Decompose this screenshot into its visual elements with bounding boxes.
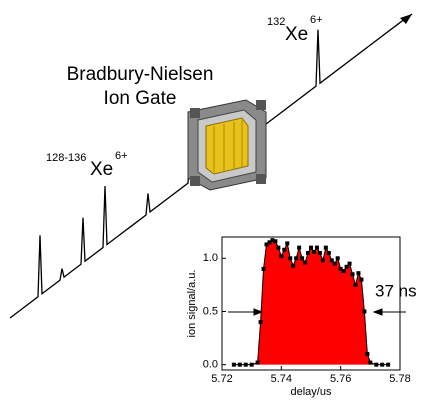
x-tick-label: 5.74 — [271, 373, 292, 385]
x-tick-label: 5.72 — [211, 373, 232, 385]
data-point — [244, 363, 248, 367]
data-point — [318, 251, 322, 255]
y-axis-label: ion signal/a.u. — [186, 270, 198, 338]
data-point — [297, 246, 301, 250]
data-point — [348, 262, 352, 266]
ion-gate-image — [188, 100, 266, 190]
data-point — [333, 262, 337, 266]
data-point — [321, 258, 325, 262]
data-point — [282, 248, 286, 252]
data-point — [327, 251, 331, 255]
ion-mass: 128-136 — [46, 152, 86, 164]
y-tick-label: 0.0 — [203, 359, 218, 371]
x-axis-label: delay/us — [291, 386, 332, 398]
data-point — [309, 246, 313, 250]
data-point — [312, 250, 316, 254]
data-point — [324, 246, 328, 250]
data-point — [306, 251, 310, 255]
data-point — [368, 361, 372, 365]
width-annotation: 37 ns — [375, 281, 417, 300]
figure: 132 Xe 6+ Bradbury-Nielsen Ion Gate 128-… — [0, 0, 426, 401]
data-point — [359, 278, 363, 282]
data-point — [276, 246, 280, 250]
data-point — [354, 283, 358, 287]
data-point — [386, 363, 390, 367]
data-point — [232, 363, 236, 367]
gate-label: Ion Gate — [104, 88, 177, 109]
data-point — [294, 256, 298, 260]
data-point — [336, 256, 340, 260]
gate-label: Bradbury-Nielsen — [67, 64, 214, 85]
data-point — [238, 363, 242, 367]
ion-element: Xe — [90, 159, 113, 180]
data-point — [380, 363, 384, 367]
data-point — [365, 352, 369, 356]
y-tick-label: 1.0 — [203, 252, 218, 264]
data-point — [374, 363, 378, 367]
data-point — [285, 241, 289, 245]
data-point — [342, 269, 346, 273]
ion-charge: 6+ — [310, 14, 323, 26]
data-point — [300, 256, 304, 260]
data-point — [362, 309, 366, 313]
data-point — [273, 239, 277, 243]
ion-charge: 6+ — [115, 150, 128, 162]
data-point — [303, 261, 307, 265]
data-point — [262, 267, 266, 271]
ion-mass: 132 — [267, 16, 285, 28]
y-tick-label: 0.5 — [203, 305, 218, 317]
data-point — [256, 361, 260, 365]
data-point — [288, 256, 292, 260]
data-point — [259, 320, 263, 324]
data-point — [279, 254, 283, 258]
ion-element: Xe — [285, 24, 308, 45]
x-tick-label: 5.76 — [330, 373, 351, 385]
data-point — [315, 246, 319, 250]
data-point — [291, 264, 295, 268]
data-point — [356, 271, 360, 275]
data-point — [250, 363, 254, 367]
inset-chart: 5.72 5.74 5.76 5.78 0.0 0.5 1.0 delay/us ion sig… — [186, 237, 411, 398]
x-tick-label: 5.78 — [389, 373, 410, 385]
data-point — [351, 272, 355, 276]
